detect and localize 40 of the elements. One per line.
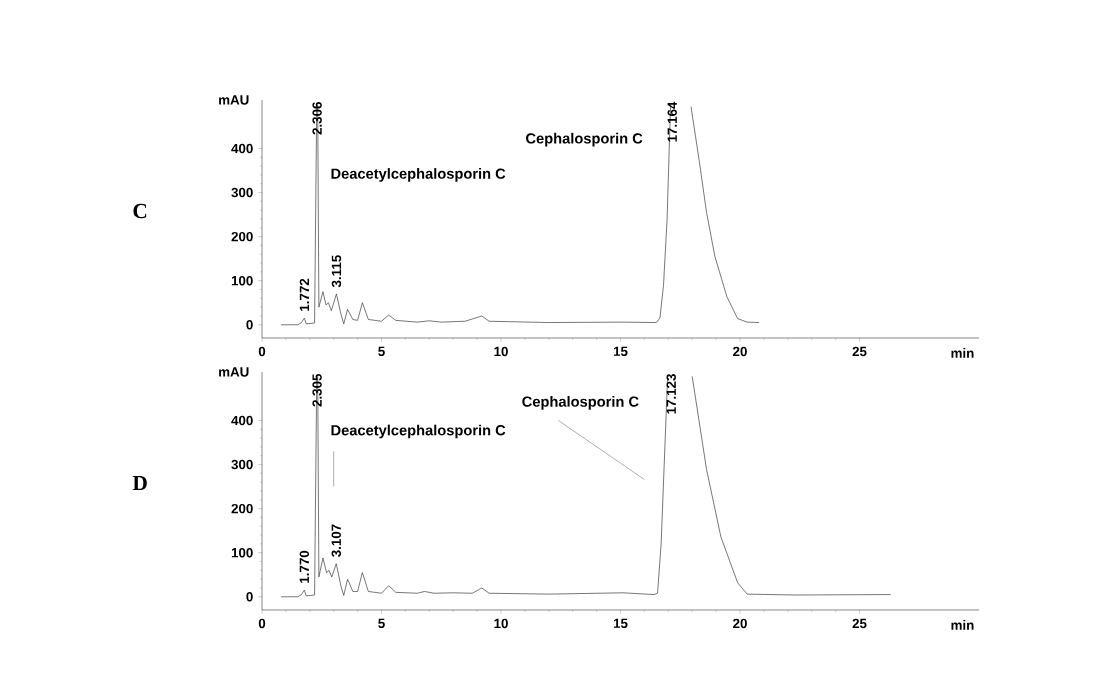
x-tick-label: 25	[852, 346, 867, 357]
y-tick-label: 200	[231, 231, 253, 242]
x-tick-label: 0	[258, 618, 266, 629]
x-axis-title: min	[951, 348, 974, 358]
y-axis-title: mAU	[219, 95, 249, 105]
annotation: Cephalosporin C	[522, 396, 639, 410]
y-tick-label: 400	[231, 143, 253, 154]
annotation: Deacetylcephalosporin C	[331, 168, 506, 182]
x-tick-label: 5	[378, 346, 385, 356]
annotation: 1.770	[299, 550, 310, 583]
y-tick-label: 300	[231, 187, 253, 198]
annotation: 1.772	[299, 278, 310, 311]
annotation: Cephalosporin C	[526, 132, 643, 147]
y-tick-label: 0	[246, 320, 253, 330]
annotation: 3.107	[331, 524, 341, 557]
x-axis-title: min	[951, 620, 974, 630]
y-tick-label: 200	[231, 503, 253, 514]
x-tick-label: 15	[613, 346, 628, 356]
y-tick-label: 300	[231, 459, 253, 470]
y-tick-label: 0	[246, 592, 253, 602]
annotation: 2.305	[312, 373, 322, 407]
y-tick-label: 100	[231, 275, 253, 286]
annotation: 2.306	[312, 102, 322, 135]
text: C	[133, 203, 147, 219]
x-tick-label: 5	[378, 618, 385, 628]
x-tick-label: 10	[494, 618, 508, 629]
x-tick-label: 10	[494, 346, 508, 357]
y-tick-label: 100	[231, 547, 253, 558]
x-tick-label: 20	[733, 618, 747, 629]
annotation: 17.164	[667, 101, 677, 142]
annotation: Deacetylcephalosporin C	[331, 424, 506, 439]
x-tick-label: 20	[733, 346, 747, 357]
x-tick-label: 15	[613, 618, 628, 628]
x-tick-label: 25	[852, 618, 867, 629]
x-tick-label: 0	[258, 346, 266, 357]
annotation: 3.115	[331, 255, 342, 288]
text: D	[132, 475, 147, 490]
y-tick-label: 400	[231, 415, 253, 426]
annotation: 17.123	[666, 374, 676, 414]
y-axis-title: mAU	[219, 367, 249, 377]
